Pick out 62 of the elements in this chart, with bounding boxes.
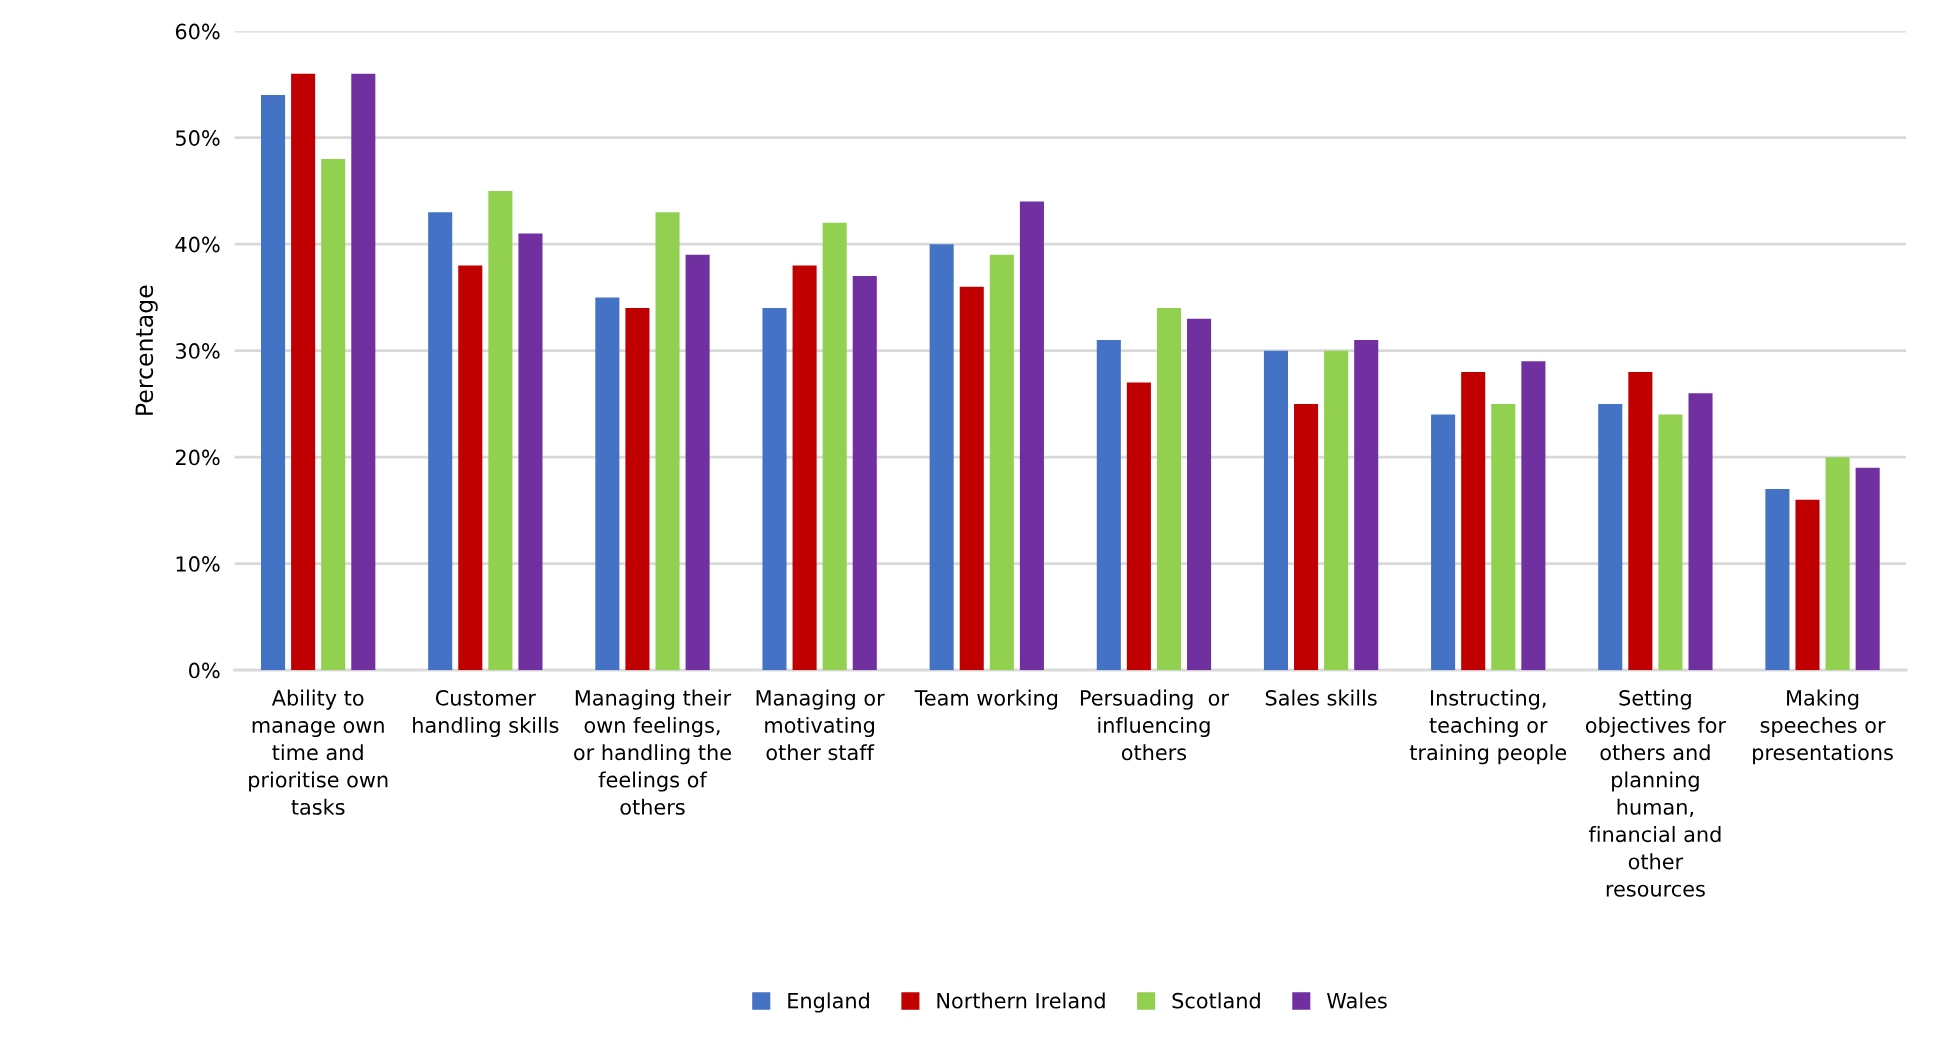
bar	[852, 276, 877, 671]
bar	[1825, 457, 1850, 671]
y-tick-label: 20%	[175, 449, 220, 466]
bar	[1096, 340, 1121, 671]
bar	[1156, 308, 1182, 671]
y-axis-title: Percentage	[135, 285, 158, 415]
bar	[792, 265, 817, 671]
bar	[989, 254, 1014, 671]
x-tick-label: Instructing, teaching or training people	[1409, 689, 1567, 765]
bar	[1263, 350, 1288, 671]
bar	[1628, 371, 1653, 671]
bar	[458, 265, 483, 671]
bar	[1461, 371, 1486, 671]
legend-label: Northern Ireland	[937, 992, 1105, 1009]
x-tick-label: Customer handling skills	[413, 689, 559, 738]
x-tick-label: Persuading or influencing others	[1080, 689, 1229, 761]
bar	[488, 190, 513, 671]
x-tick-label: Team working	[914, 689, 1058, 710]
bar	[1521, 361, 1546, 671]
bar	[1354, 340, 1379, 671]
bar	[1795, 499, 1820, 671]
bar	[1658, 414, 1683, 671]
bar	[1126, 382, 1151, 671]
x-tick-label: Making speeches or presentations	[1753, 689, 1893, 765]
bar	[291, 73, 316, 671]
bar	[1765, 489, 1790, 671]
y-tick-label: 0%	[189, 662, 220, 679]
bar	[1324, 350, 1349, 671]
legend-label: England	[788, 992, 869, 1013]
bar	[1431, 414, 1456, 671]
y-tick-label: 10%	[176, 556, 220, 572]
x-tick-label: Ability to manage own time and prioritise own tasks	[249, 689, 388, 815]
bar	[929, 244, 954, 671]
bar	[1491, 403, 1516, 671]
y-tick-label: 50%	[176, 130, 220, 146]
bar	[762, 308, 787, 671]
bar	[518, 233, 543, 671]
bar	[1019, 201, 1044, 671]
bar	[625, 308, 650, 671]
bar	[261, 95, 286, 671]
legend-label: Wales	[1327, 992, 1387, 1009]
y-tick-label: 60%	[175, 23, 220, 40]
y-tick-label: 30%	[175, 343, 220, 359]
y-tick-label: 40%	[175, 236, 220, 253]
bar	[655, 212, 680, 671]
bar	[685, 254, 710, 671]
legend-label: Scotland	[1172, 992, 1260, 1009]
x-tick-label: Setting objectives for others and planning human, financial and other resources	[1585, 689, 1727, 897]
x-tick-label: Managing their own feelings, or handling the feelings of others	[574, 689, 732, 815]
bar	[959, 286, 984, 671]
bar	[1598, 403, 1623, 671]
bar	[321, 158, 346, 671]
bar	[351, 73, 376, 671]
bar	[595, 297, 620, 671]
bar	[822, 222, 847, 671]
bar	[1855, 467, 1880, 671]
x-tick-label: Managing or motivating other staff	[756, 689, 885, 761]
bar	[1294, 403, 1319, 671]
bar	[428, 212, 453, 671]
bar	[1688, 393, 1713, 671]
x-tick-label: Sales skills	[1265, 689, 1377, 706]
bar	[1187, 318, 1212, 671]
